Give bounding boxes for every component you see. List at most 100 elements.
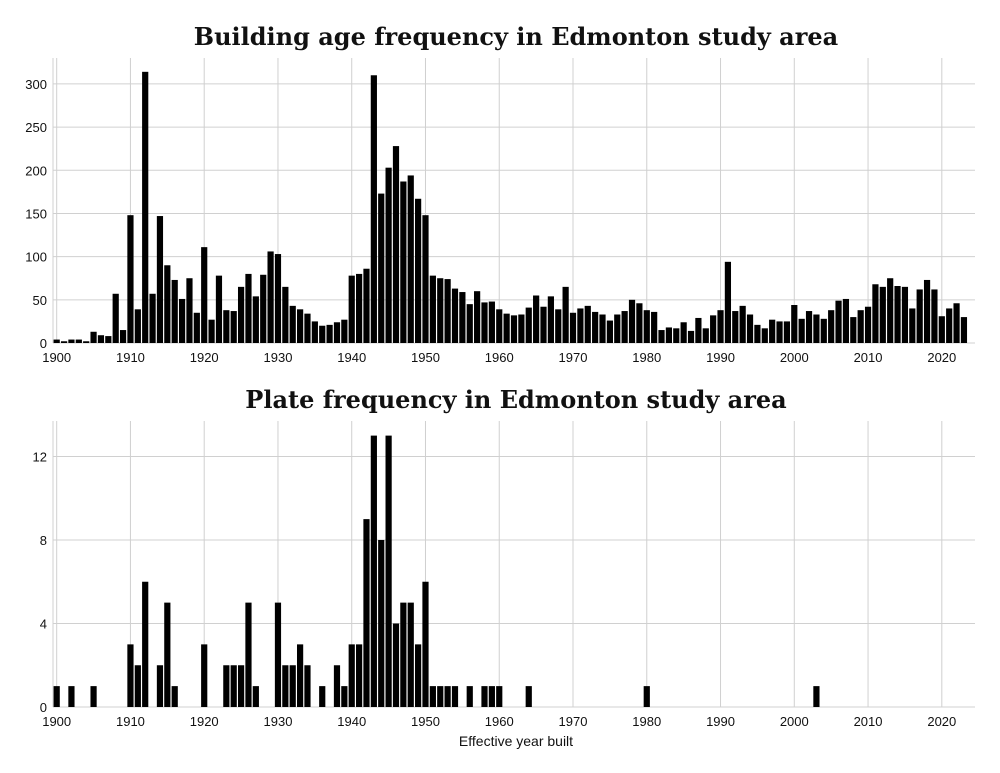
bar-1964 — [525, 307, 532, 343]
bar-1976 — [614, 314, 621, 343]
bar-2015 — [901, 286, 909, 343]
bar-1969 — [562, 286, 569, 343]
bar-1907 — [105, 336, 112, 343]
bar-1931 — [282, 665, 289, 707]
bar-1952 — [437, 278, 444, 343]
bar-1924 — [230, 665, 237, 707]
bar-2017 — [916, 289, 923, 343]
bar-1938 — [333, 322, 341, 343]
bar-1988 — [702, 328, 709, 343]
y-tick-label: 250 — [25, 120, 47, 135]
bar-1949 — [415, 644, 422, 707]
x-tick-labels: 1900 1910 1920 1930 1940 1950 1960 1970 1980 1990… — [42, 714, 956, 729]
bar-1915 — [164, 602, 171, 707]
bar-1950 — [422, 215, 429, 343]
bar-1923 — [223, 665, 230, 707]
x-tick-label: 1940 — [337, 714, 366, 729]
bar-1925 — [237, 665, 245, 707]
bar-1911 — [134, 309, 141, 343]
bar-1914 — [156, 216, 164, 343]
x-tick-label: 1950 — [411, 714, 440, 729]
bar-1956 — [466, 304, 473, 343]
bar-1933 — [297, 644, 304, 707]
bar-1930 — [274, 602, 282, 707]
bar-1946 — [392, 623, 400, 707]
bar-1955 — [459, 292, 466, 343]
bar-1934 — [304, 313, 311, 343]
bar-2016 — [909, 308, 916, 343]
bar-1994 — [746, 314, 754, 343]
bars — [53, 435, 820, 707]
bar-1996 — [761, 328, 768, 343]
y-tick-label: 100 — [25, 250, 47, 265]
x-tick-labels: 1900 1910 1920 1930 1940 1950 1960 1970 1980 1990… — [42, 350, 956, 365]
bar-1940 — [348, 644, 355, 707]
x-tick-label: 1910 — [116, 350, 145, 365]
bar-1940 — [348, 275, 355, 343]
bar-1932 — [289, 665, 296, 707]
bar-1900 — [53, 339, 60, 343]
bar-1997 — [769, 319, 776, 343]
bar-1945 — [385, 435, 392, 707]
bar-1927 — [252, 296, 259, 343]
bar-1989 — [710, 315, 717, 343]
bar-1951 — [429, 275, 436, 343]
bar-2005 — [828, 310, 835, 343]
y-tick-label: 50 — [33, 293, 47, 308]
bar-2007 — [842, 298, 850, 343]
bar-1942 — [363, 268, 370, 343]
bar-1915 — [164, 265, 171, 343]
bar-1947 — [400, 181, 407, 343]
bar-1926 — [245, 602, 252, 707]
bar-1938 — [333, 665, 341, 707]
bar-1991 — [724, 261, 732, 343]
bar-1917 — [178, 298, 186, 343]
bar-1930 — [274, 254, 282, 343]
x-tick-label: 1970 — [559, 714, 588, 729]
bar-1905 — [90, 331, 97, 343]
bar-1984 — [673, 328, 680, 343]
y-tick-label: 0 — [40, 700, 47, 715]
bar-1906 — [97, 335, 105, 343]
bar-1995 — [754, 324, 761, 343]
x-tick-label: 1990 — [706, 714, 735, 729]
x-tick-label: 1950 — [411, 350, 440, 365]
plate-frequency-chart: Plate frequency in Edmonton study area 1… — [33, 385, 975, 749]
bar-1998 — [776, 321, 783, 343]
bar-1993 — [739, 305, 746, 343]
bar-1929 — [267, 251, 274, 343]
bar-1960 — [496, 686, 503, 707]
bar-2020 — [938, 316, 945, 343]
bar-1986 — [687, 330, 695, 343]
x-tick-label: 1920 — [190, 714, 219, 729]
bar-1939 — [341, 319, 348, 343]
bar-1953 — [444, 279, 451, 343]
bar-1919 — [193, 312, 200, 343]
bar-1992 — [732, 311, 739, 343]
bar-2013 — [887, 278, 894, 343]
bar-1912 — [142, 71, 149, 343]
bar-1910 — [127, 215, 134, 343]
x-tick-label: 1960 — [485, 350, 514, 365]
x-tick-label: 1900 — [42, 350, 71, 365]
bar-1970 — [569, 312, 577, 343]
bar-1918 — [186, 278, 193, 343]
x-tick-label: 2020 — [927, 350, 956, 365]
bar-1985 — [680, 322, 687, 343]
bar-1959 — [488, 301, 495, 343]
bar-1962 — [510, 315, 518, 343]
x-tick-label: 1980 — [632, 714, 661, 729]
bar-1900 — [53, 686, 60, 707]
bar-1978 — [628, 299, 636, 343]
bar-1941 — [356, 644, 363, 707]
bar-1958 — [481, 302, 488, 343]
bar-1931 — [282, 286, 289, 343]
bar-1910 — [127, 644, 134, 707]
bar-1902 — [68, 686, 75, 707]
bar-1966 — [540, 306, 547, 343]
bar-1963 — [518, 314, 525, 343]
bar-1958 — [481, 686, 488, 707]
bar-2008 — [850, 317, 857, 343]
bar-2010 — [864, 306, 872, 343]
